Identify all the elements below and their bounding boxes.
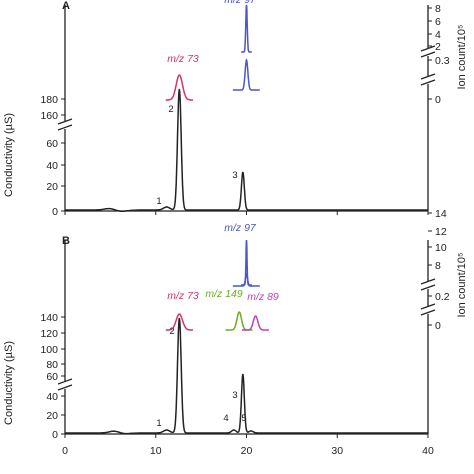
labels-layer: A B Conductivity (µS) Conductivity (µS) … (3, 0, 468, 425)
panel-b-y-left-tick-label-6: 120 (40, 328, 58, 340)
panel-b-ms-trace-label-1: m/z 97 (224, 222, 257, 234)
panel-b-peak-label-5: 5 (241, 413, 246, 424)
panel-a-left-axis-break (57, 118, 73, 131)
panel-b-y-left-tick-label-0: 0 (52, 429, 58, 441)
panel-a-ms-trace-1 (232, 58, 260, 91)
panel-b-y-left-tick-label-5: 100 (40, 344, 58, 356)
y-axis-left-label-a: Conductivity (µS) (3, 113, 15, 197)
y-axis-right-label-b: Ion count/10⁵ (456, 252, 468, 317)
panel-label-a: A (62, 0, 70, 12)
panel-b-y-left-tick-label-7: 140 (40, 312, 58, 324)
panel-a-right-axis-break-0 (420, 73, 436, 86)
panel-a-ms-spike-upper (241, 4, 252, 53)
panel-b-ms-trace-label-0: m/z 73 (167, 290, 199, 302)
panel-b-ms-trace-label-3: m/z 89 (247, 291, 279, 303)
x-tick-label-3: 30 (331, 445, 343, 457)
panel-b-y-right-tick-label-5: 14 (435, 208, 447, 220)
panel-b-y-left-tick-label-3: 60 (46, 371, 58, 383)
panel-b-y-right-tick-label-3: 10 (435, 242, 447, 254)
panel-a-ms-trace-label-1: m/z 97 (224, 0, 257, 6)
panel-b-y-right-tick-label-2: 8 (435, 260, 441, 272)
panel-a-right-axis-break-1 (420, 45, 436, 58)
panel-a-ms-trace-0 (165, 74, 193, 101)
panel-b-ms-trace-0 (165, 313, 193, 331)
panel-b-y-right-tick-label-1: 0.2 (435, 291, 450, 303)
panel-a-right-axis-break-1-gap (422, 48, 434, 56)
x-tick-label-1: 10 (150, 445, 162, 457)
panel-b-y-left-tick-label-4: 80 (46, 359, 58, 371)
panel-a-y-left-tick-label-2: 40 (46, 160, 58, 172)
panel-a-y-left-tick-label-5: 180 (40, 94, 58, 106)
panel-b-left-axis-break-gap (59, 381, 71, 389)
panel-a-y-left-tick-label-4: 160 (40, 110, 58, 122)
panel-b-peak-label-2: 2 (169, 326, 174, 337)
panel-a-peak-label-2: 2 (168, 104, 173, 115)
panel-b-right-axis-break-0 (420, 303, 436, 316)
panel-label-b: B (62, 235, 70, 247)
panel-a-y-right-tick-label-4: 6 (435, 16, 441, 28)
panel-a-y-right-tick-label-0: 0 (435, 94, 441, 106)
panel-b-peak-label-1: 1 (156, 418, 161, 429)
panel-a-y-right-tick-label-3: 4 (435, 29, 441, 41)
panel-a-y-right-tick-label-2: 2 (435, 41, 441, 53)
panel-a-right-axis-break-0-gap (422, 76, 434, 84)
y-axis-left-label-b: Conductivity (µS) (3, 341, 15, 425)
panel-b-left-axis-break (57, 378, 73, 391)
panel-b-ms-trace-label-2: m/z 149 (205, 288, 243, 300)
panel-b-y-left-tick-label-1: 20 (46, 410, 58, 422)
panel-a-y-right-tick-label-5: 8 (435, 3, 441, 15)
panel-a-y-right-tick-label-1: 0.3 (435, 55, 450, 67)
panel-a-y-left-tick-label-0: 0 (52, 206, 58, 218)
panel-b-ms-spike-upper (241, 239, 252, 286)
x-tick-label-2: 20 (241, 445, 253, 457)
panel-b-y-left-tick-label-2: 40 (46, 391, 58, 403)
traces-layer (65, 4, 428, 435)
panel-b-right-axis-break-0-gap (422, 306, 434, 314)
panel-a-peak-label-3: 3 (232, 170, 237, 181)
panel-a-ms-trace-label-0: m/z 73 (167, 53, 199, 65)
panel-b-ms-trace-1 (232, 272, 260, 287)
panel-b-peak-label-3: 3 (232, 390, 237, 401)
y-axis-right-label-a: Ion count/10⁵ (456, 24, 468, 89)
panel-b-conductivity-trace (65, 317, 428, 435)
panel-b-peak-label-4: 4 (223, 413, 228, 424)
x-tick-label-0: 0 (62, 445, 68, 457)
panel-a-y-left-tick-label-3: 60 (46, 138, 58, 150)
panel-a-left-axis-break-gap (59, 121, 71, 129)
panel-b-ms-trace-2 (225, 311, 253, 331)
panel-b-right-axis-break-1 (420, 278, 436, 291)
panel-b-y-right-tick-label-4: 12 (435, 226, 447, 238)
panel-b-right-axis-break-1-gap (422, 281, 434, 289)
panel-a-y-left-tick-label-1: 20 (46, 181, 58, 193)
panel-a-peak-label-1: 1 (156, 196, 161, 207)
panel-b-y-right-tick-label-0: 0 (435, 320, 441, 332)
panel-a-conductivity-trace (65, 88, 428, 212)
x-tick-label-4: 40 (422, 445, 434, 457)
panel-b-ms-trace-3 (242, 315, 269, 331)
